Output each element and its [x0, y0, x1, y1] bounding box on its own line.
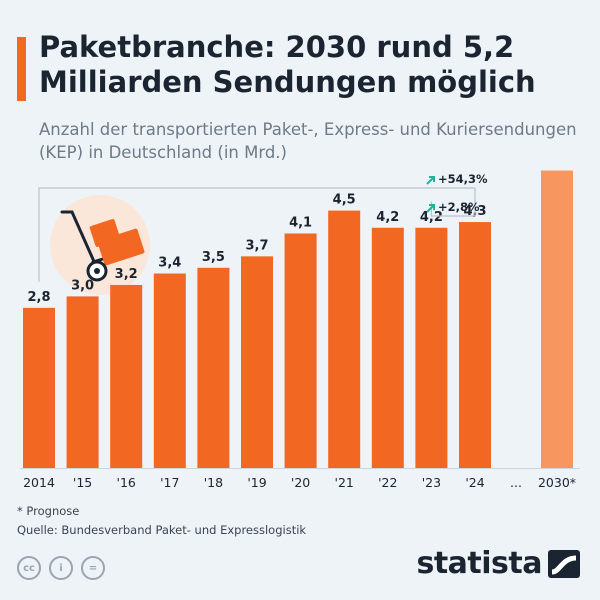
value-label-3: 3,4 [158, 256, 181, 271]
tick-label-10: '24 [465, 475, 484, 490]
tick-label-9: '23 [422, 475, 441, 490]
tick-label-7: '21 [335, 475, 354, 490]
equals-icon[interactable]: = [81, 556, 105, 580]
value-label-9: 4,2 [420, 210, 443, 225]
bar-2 [110, 284, 143, 468]
annotation-bracket-0 [38, 187, 476, 282]
value-label-4: 3,5 [202, 250, 225, 265]
bar-9 [415, 227, 448, 468]
bar-11 [541, 170, 573, 468]
tick-label-3: '17 [160, 475, 179, 490]
annotation-label-0: +54,3% [438, 172, 488, 186]
trend-up-arrow-icon-0 [426, 176, 435, 185]
tick-label-4: '18 [204, 475, 223, 490]
bar-6 [284, 233, 317, 468]
parcel-illustration [50, 195, 150, 295]
value-label-8: 4,2 [376, 210, 399, 225]
bar-chart: 2,8 2014 3,0 '15 3,2 '16 3,4 '17 3,5 '18 3,7 '19 4,1… [20, 170, 580, 490]
tick-label-11: 2030* [538, 475, 576, 490]
gap-label: ... [510, 475, 522, 490]
statista-logo-mark-icon [548, 549, 580, 578]
statista-logo[interactable]: statista [416, 546, 580, 581]
page-title: Paketbranche: 2030 rund 5,2 Milliarden S… [39, 30, 536, 99]
title-accent-bar [17, 37, 26, 101]
bar-7 [328, 210, 361, 468]
value-label-1: 3,0 [71, 278, 94, 293]
bar-3 [153, 273, 186, 468]
license-icons: cc i = [17, 556, 105, 580]
chart-subtitle: Anzahl der transportierten Paket-, Expre… [39, 120, 577, 162]
value-label-7: 4,5 [333, 193, 356, 208]
value-label-5: 3,7 [245, 238, 268, 253]
value-label-2: 3,2 [115, 267, 138, 282]
bar-8 [371, 227, 404, 468]
brand-name: statista [416, 546, 542, 581]
source-note: Quelle: Bundesverband Paket- und Express… [17, 523, 307, 537]
tick-label-2: '16 [117, 475, 136, 490]
trend-up-arrow-icon-1 [426, 204, 435, 213]
tick-label-0: 2014 [23, 475, 55, 490]
bar-10 [459, 222, 491, 468]
tick-label-8: '22 [378, 475, 397, 490]
tick-label-1: '15 [73, 475, 92, 490]
bar-5 [241, 256, 273, 468]
tick-label-5: '19 [247, 475, 266, 490]
bar-0 [23, 307, 55, 468]
tick-label-6: '20 [291, 475, 310, 490]
footnote: * Prognose [17, 504, 80, 518]
value-label-6: 4,1 [289, 215, 312, 230]
value-label-0: 2,8 [27, 290, 50, 305]
cc-icon[interactable]: cc [17, 556, 41, 580]
bar-1 [66, 296, 99, 468]
person-icon[interactable]: i [49, 556, 73, 580]
annotation-label-1: +2,8% [438, 200, 480, 214]
bar-4 [197, 267, 230, 468]
